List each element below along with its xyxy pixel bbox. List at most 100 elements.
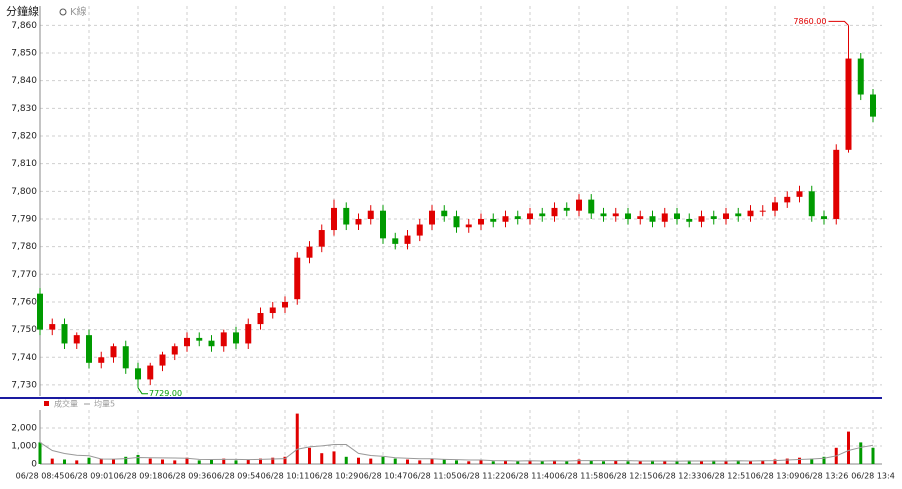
- candle-body: [821, 216, 827, 219]
- volume-bar: [589, 460, 593, 464]
- volume-bar: [663, 461, 667, 464]
- candle-body: [122, 346, 129, 369]
- candle-body: [49, 324, 56, 330]
- volume-bar: [602, 461, 605, 464]
- candle-body: [110, 346, 117, 358]
- volume-ma-line: [39, 441, 874, 462]
- volume-bar: [626, 461, 630, 464]
- candle-body: [845, 58, 852, 150]
- volume-bar: [148, 458, 152, 464]
- volume-bar: [577, 459, 581, 464]
- volume-bar: [675, 461, 679, 464]
- y-tick-label: 1,000: [11, 442, 37, 452]
- volume-bar: [308, 447, 311, 464]
- candle-body: [220, 332, 227, 347]
- min-pointer: [137, 387, 148, 395]
- y-tick-label: 0: [31, 460, 37, 470]
- candle-body: [735, 213, 742, 217]
- candle-body: [710, 216, 717, 219]
- volume-bar: [369, 458, 373, 464]
- x-tick-label: 06/28 10:11: [261, 472, 310, 481]
- candle-body: [98, 357, 105, 363]
- candle-body: [208, 340, 215, 347]
- candle-body: [502, 216, 509, 222]
- candle-body: [637, 216, 644, 219]
- candle-body: [686, 218, 693, 222]
- y-tick-label: 7,810: [11, 159, 37, 169]
- candle-body: [37, 293, 43, 330]
- y-tick-label: 7,740: [11, 353, 37, 363]
- x-tick-label: 06/28 12:15: [604, 472, 653, 481]
- candle-body: [441, 210, 448, 217]
- candle-body: [539, 213, 546, 217]
- volume-bar: [271, 457, 275, 464]
- candle-body: [453, 216, 460, 228]
- candle-body: [698, 216, 705, 222]
- y-tick-label: 2,000: [11, 424, 37, 434]
- volume-bar: [516, 461, 520, 464]
- candle-body: [294, 257, 301, 300]
- volume-bar: [185, 457, 189, 464]
- y-tick-label: 7,850: [11, 49, 37, 59]
- volume-bar: [136, 455, 140, 464]
- candle-body: [588, 199, 595, 214]
- candle-body: [514, 216, 521, 219]
- tab-icon[interactable]: [59, 8, 67, 16]
- volume-bar: [712, 460, 716, 464]
- y-tick-label: 7,790: [11, 214, 37, 224]
- volume-bar: [798, 457, 801, 464]
- volume-bar: [259, 458, 262, 464]
- candle-body: [576, 199, 582, 211]
- volume-bar: [406, 459, 409, 464]
- volume-bar: [87, 457, 91, 464]
- max-pointer: [828, 20, 849, 26]
- candle-body: [282, 301, 288, 308]
- volume-legend: 成交量: [54, 399, 78, 409]
- candle-body: [478, 218, 484, 225]
- candle-body: [661, 213, 668, 222]
- volume-bar: [38, 442, 42, 464]
- volume-bar: [63, 459, 66, 464]
- volume-bar: [430, 458, 434, 464]
- x-tick-label: 06/28 10:47: [359, 472, 408, 481]
- volume-bar: [687, 460, 691, 464]
- volume-bar: [638, 461, 642, 464]
- candle-body: [159, 354, 166, 366]
- x-tick-label: 06/28 11:05: [408, 472, 457, 481]
- candle-body: [772, 202, 778, 211]
- candle-body: [808, 191, 815, 217]
- volume-bar: [418, 460, 422, 464]
- volume-bar: [112, 459, 115, 464]
- volume-bar: [810, 458, 814, 464]
- volume-bar: [99, 458, 103, 464]
- candle-body: [196, 337, 203, 341]
- volume-bar: [234, 460, 238, 464]
- volume-legend-swatch: [44, 401, 49, 406]
- volume-bar: [773, 459, 777, 464]
- candle-body: [306, 246, 313, 258]
- ma-legend: 均量5: [94, 399, 115, 409]
- candle-body: [233, 332, 239, 344]
- max-label: 7860.00: [793, 17, 826, 26]
- candle-body: [343, 207, 350, 225]
- x-tick-label: 06/28 12:51: [702, 472, 751, 481]
- header-tab[interactable]: K線: [70, 5, 87, 18]
- x-tick-label: 06/28 13:09: [751, 472, 800, 481]
- candle-body: [367, 210, 374, 219]
- volume-bar: [124, 456, 128, 464]
- volume-bar: [344, 456, 348, 464]
- volume-bar: [540, 461, 544, 464]
- volume-bar: [393, 458, 397, 464]
- volume-bar: [246, 459, 250, 464]
- volume-bar: [381, 456, 385, 464]
- volume-bar: [736, 460, 740, 464]
- volume-bar: [785, 458, 789, 464]
- y-tick-label: 7,820: [11, 132, 37, 142]
- volume-bar: [859, 442, 863, 464]
- volume-bar: [700, 461, 703, 464]
- x-tick-label: 06/28 10:29: [310, 472, 359, 481]
- volume-bar: [724, 461, 728, 464]
- candle-body: [184, 337, 190, 347]
- candle-body: [563, 207, 570, 211]
